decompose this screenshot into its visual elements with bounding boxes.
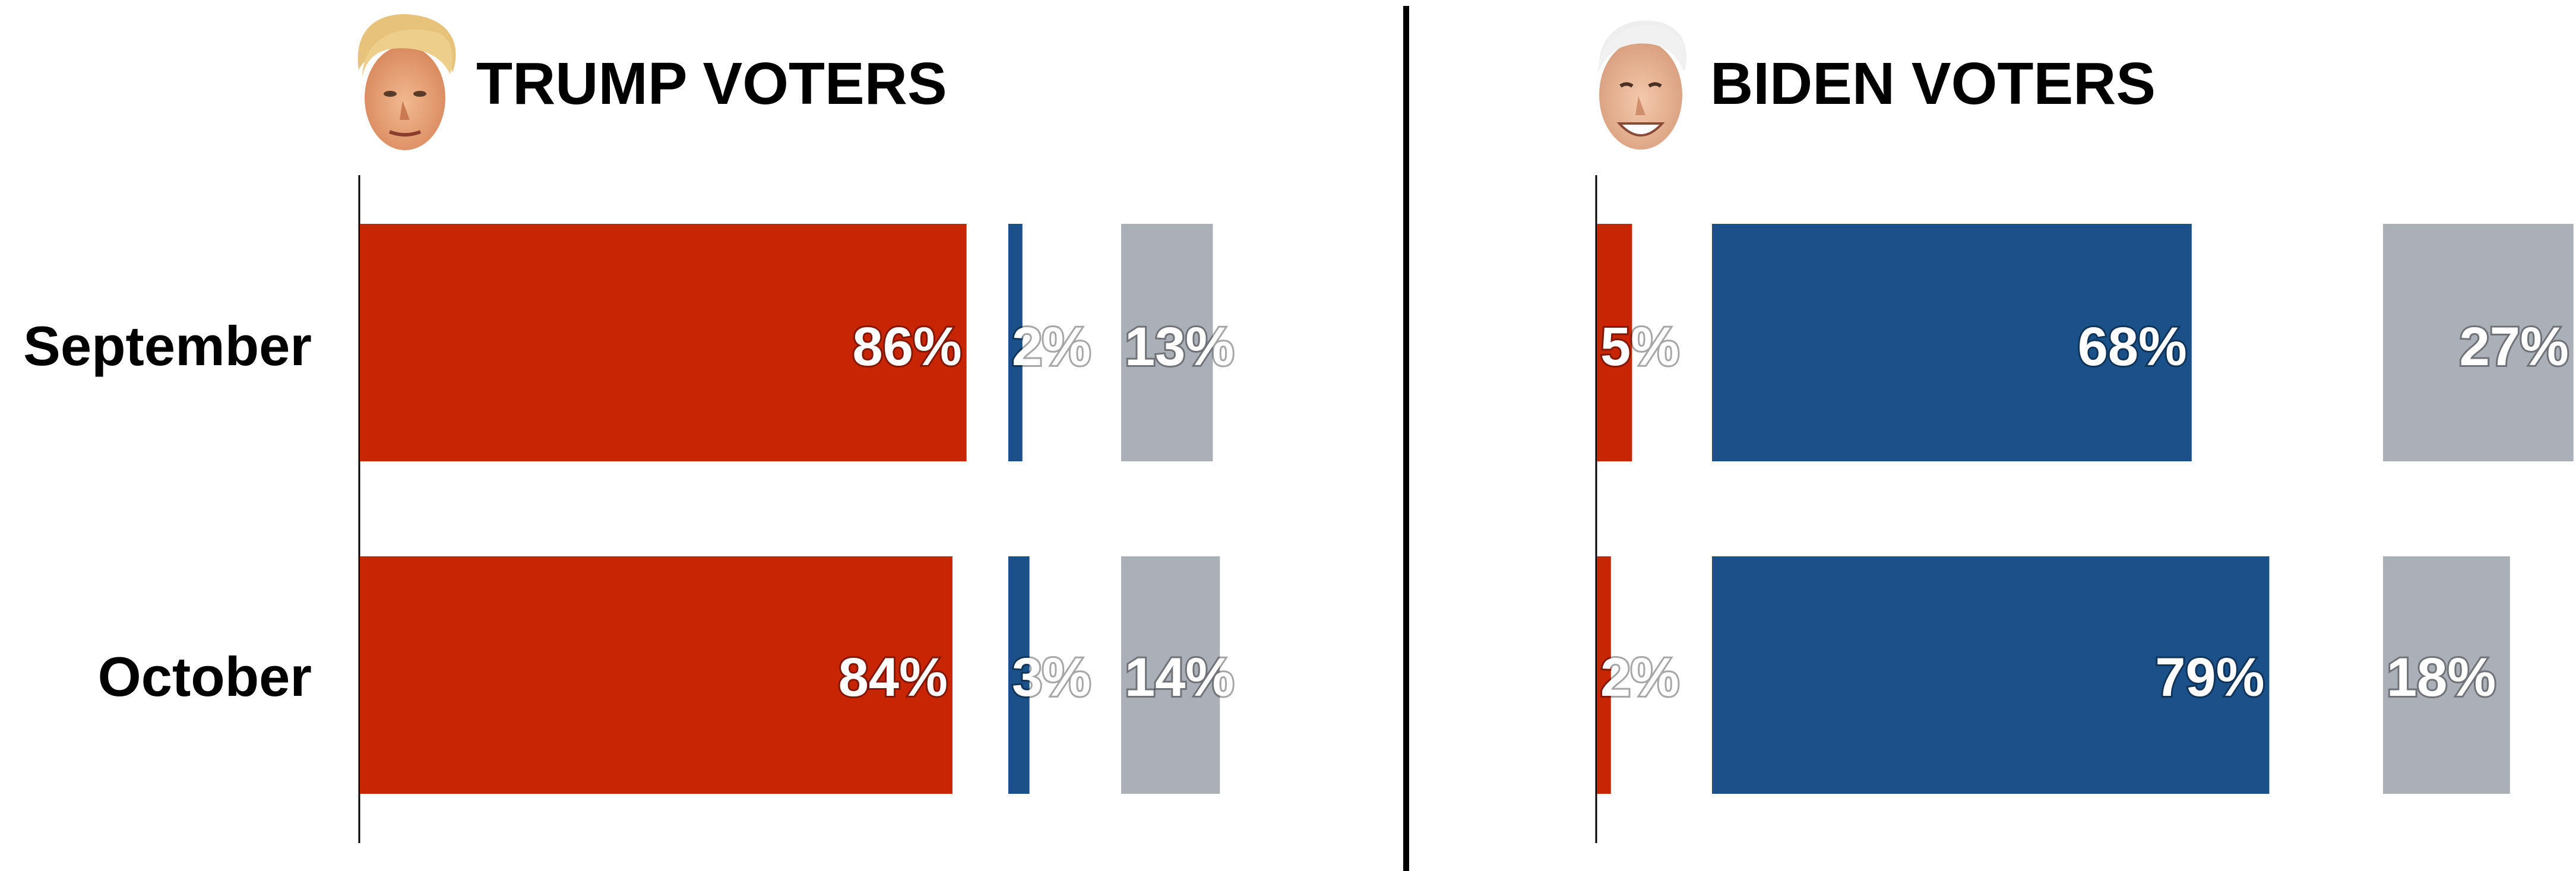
- bar-biden-voters-trump-october: [1597, 556, 1611, 794]
- bars-layer: [358, 175, 2574, 843]
- labels-layer: 86% 84% 2% 3% 13% 14% 5% 2% 68% 79% 27% 18%: [837, 315, 2571, 710]
- bar-trump-voters-biden-october: [1008, 556, 1030, 794]
- value-label-biden-voters-other-september: 27%: [2460, 316, 2569, 377]
- value-label-biden-voters-other-october: 18%: [2387, 647, 2496, 708]
- bar-trump-voters-trump-october: [360, 556, 952, 794]
- panel-title-trump-voters: TRUMP VOTERS: [476, 50, 947, 117]
- value-label-trump-voters-trump-september: 86%: [853, 316, 962, 377]
- bar-biden-voters-biden-october: [1712, 556, 2270, 794]
- bar-biden-voters-other-october: [2383, 556, 2510, 794]
- row-label-september: September: [23, 315, 312, 377]
- value-label-trump-voters-trump-october: 84%: [838, 647, 948, 708]
- value-label-trump-voters-other-september: 13%: [1125, 316, 1234, 377]
- trump-face-icon: [357, 14, 456, 150]
- value-label-trump-voters-other-october: 14%: [1125, 647, 1234, 708]
- bar-biden-voters-trump-september: [1597, 224, 1632, 461]
- panel-title-biden-voters: BIDEN VOTERS: [1710, 50, 2156, 117]
- value-label-biden-voters-trump-september: 5%: [1600, 316, 1679, 377]
- value-label-biden-voters-biden-september: 68%: [2078, 316, 2187, 377]
- bar-trump-voters-biden-september: [1008, 224, 1023, 461]
- row-label-october: October: [98, 645, 312, 708]
- value-label-biden-voters-trump-october: 2%: [1600, 647, 1679, 708]
- biden-face-icon: [1598, 20, 1686, 150]
- bar-biden-voters-biden-september: [1712, 224, 2192, 461]
- bar-trump-voters-other-september: [1121, 224, 1213, 461]
- bar-trump-voters-other-october: [1121, 556, 1220, 794]
- bar-biden-voters-other-september: [2383, 224, 2574, 461]
- bar-trump-voters-trump-september: [360, 224, 967, 461]
- value-label-trump-voters-biden-september: 2%: [1012, 316, 1091, 377]
- value-label-trump-voters-biden-october: 3%: [1012, 647, 1091, 708]
- value-label-biden-voters-biden-october: 79%: [2155, 647, 2264, 708]
